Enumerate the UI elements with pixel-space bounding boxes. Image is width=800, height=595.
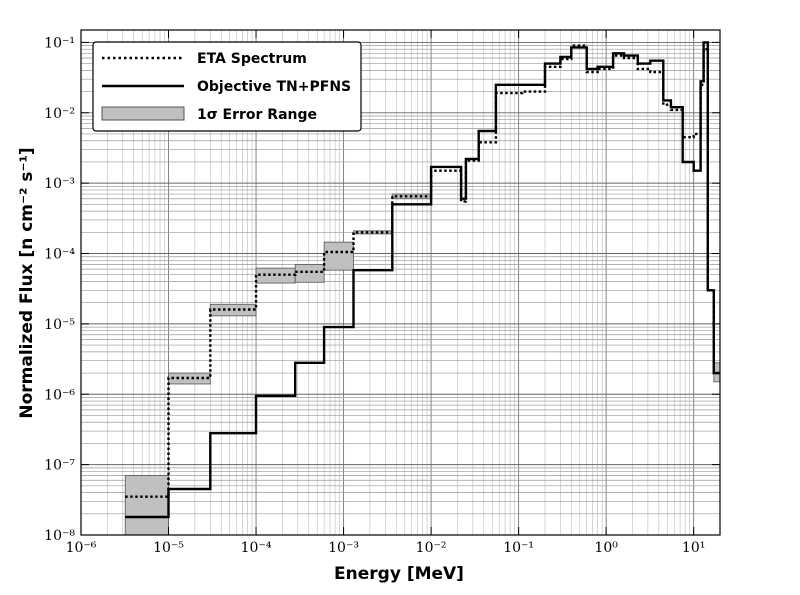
x-tick-label: 10⁻³ [328,540,359,556]
x-axis-title: Energy [MeV] [334,564,464,584]
legend: ETA Spectrum Objective TN+PFNS 1σ Error … [92,41,362,132]
x-tick-label: 10¹ [682,540,705,556]
legend-label-error: 1σ Error Range [197,107,317,123]
plot-frame [80,29,721,536]
y-axis-title: Normalized Flux [n cm⁻² s⁻¹] [17,147,37,418]
legend-label-eta: ETA Spectrum [197,51,307,67]
error-band-segment [168,372,211,385]
x-tick-label: 10⁻⁵ [153,540,184,556]
error-band-segment [294,264,325,283]
x-tick-label: 10⁻² [416,540,447,556]
x-tick-label: 10⁻⁴ [241,540,272,556]
y-tick-label: 10⁻¹ [44,35,75,51]
error-band-segment [124,475,169,535]
legend-swatch-error [101,106,185,121]
objective-tn-pfns-line [125,41,720,519]
series-layer [125,41,720,519]
axis-ticks [80,30,720,536]
y-tick-label: 10⁻³ [44,176,75,192]
y-tick-label: 10⁻⁷ [44,458,75,474]
y-tick-label: 10⁻⁵ [44,317,75,333]
y-tick-label: 10⁻⁶ [44,387,75,403]
legend-label-objective: Objective TN+PFNS [197,79,351,95]
x-tick-labels: 10⁻⁶ 10⁻⁵ 10⁻⁴ 10⁻³ 10⁻² 10⁻¹ 10⁰ 10¹ [66,540,706,556]
x-tick-label: 10⁻⁶ [66,540,97,556]
y-tick-label: 10⁻² [44,106,75,122]
error-band-segment [323,241,354,271]
y-tick-label: 10⁻⁴ [44,247,75,263]
y-tick-label: 10⁻⁸ [44,528,75,544]
x-tick-label: 10⁻¹ [503,540,534,556]
y-tick-labels: 10⁻⁸ 10⁻⁷ 10⁻⁶ 10⁻⁵ 10⁻⁴ 10⁻³ 10⁻² 10⁻¹ [44,35,75,544]
x-tick-label: 10⁰ [594,540,618,556]
